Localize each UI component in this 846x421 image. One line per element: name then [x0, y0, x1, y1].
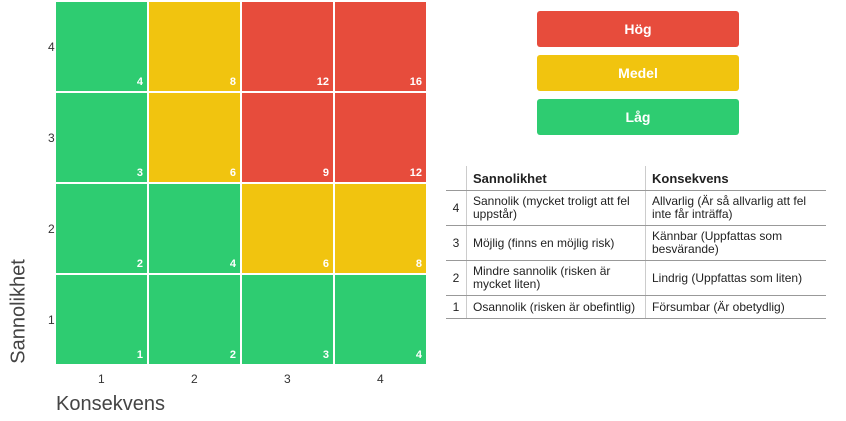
y-tick-label: 1 — [48, 313, 55, 327]
table-header-konsekvens: Konsekvens — [645, 166, 826, 191]
legend-item-high: Hög — [537, 11, 739, 47]
matrix-cell: 12 — [335, 93, 426, 182]
matrix-cell: 3 — [242, 275, 333, 364]
x-tick-label: 1 — [98, 372, 105, 386]
cell-score: 3 — [322, 349, 329, 361]
matrix-cell: 6 — [242, 184, 333, 273]
table-cell-sannolikhet: Osannolik (risken är obefintlig) — [466, 295, 646, 319]
matrix-cell: 2 — [149, 275, 240, 364]
table-row: 4 Sannolik (mycket troligt att fel uppst… — [446, 190, 826, 226]
cell-score: 16 — [409, 76, 422, 88]
matrix-cell: 6 — [149, 93, 240, 182]
table-cell-sannolikhet: Sannolik (mycket troligt att fel uppstår… — [466, 190, 646, 226]
table-cell-num: 4 — [446, 190, 467, 226]
matrix-cell: 12 — [242, 2, 333, 91]
cell-score: 12 — [409, 167, 422, 179]
matrix-cell: 8 — [335, 184, 426, 273]
y-tick-label: 2 — [48, 222, 55, 236]
table-cell-konsekvens: Försumbar (Är obetydlig) — [645, 295, 826, 319]
cell-score: 8 — [415, 258, 422, 270]
table-header-sannolikhet: Sannolikhet — [466, 166, 646, 191]
table-cell-konsekvens: Kännbar (Uppfattas som besvärande) — [645, 225, 826, 261]
table-cell-sannolikhet: Möjlig (finns en möjlig risk) — [466, 225, 646, 261]
cell-score: 6 — [322, 258, 329, 270]
cell-score: 4 — [415, 349, 422, 361]
table-row: 2 Mindre sannolik (risken är mycket lite… — [446, 260, 826, 296]
x-tick-label: 3 — [284, 372, 291, 386]
cell-score: 2 — [136, 258, 143, 270]
matrix-cell: 8 — [149, 2, 240, 91]
y-tick-label: 3 — [48, 131, 55, 145]
matrix-cell: 1 — [56, 275, 147, 364]
matrix-cell: 2 — [56, 184, 147, 273]
matrix-cell: 4 — [335, 275, 426, 364]
matrix-cell: 4 — [149, 184, 240, 273]
table-row: 1 Osannolik (risken är obefintlig) Försu… — [446, 295, 826, 319]
cell-score: 9 — [322, 167, 329, 179]
cell-score: 3 — [136, 167, 143, 179]
cell-score: 12 — [316, 76, 329, 88]
y-axis-label: Sannolikhet — [7, 259, 30, 364]
x-tick-label: 2 — [191, 372, 198, 386]
table-header-num — [446, 166, 467, 191]
matrix-cell: 16 — [335, 2, 426, 91]
x-axis-label: Konsekvens — [56, 393, 165, 415]
matrix-cell: 9 — [242, 93, 333, 182]
legend-item-medium: Medel — [537, 55, 739, 91]
table-cell-num: 1 — [446, 295, 467, 319]
description-table: Sannolikhet Konsekvens 4 Sannolik (mycke… — [446, 166, 826, 319]
table-cell-num: 2 — [446, 260, 467, 296]
table-cell-sannolikhet: Mindre sannolik (risken är mycket liten) — [466, 260, 646, 296]
table-header-row: Sannolikhet Konsekvens — [446, 166, 826, 191]
table-cell-num: 3 — [446, 225, 467, 261]
legend-item-low: Låg — [537, 99, 739, 135]
table-row: 3 Möjlig (finns en möjlig risk) Kännbar … — [446, 225, 826, 261]
cell-score: 4 — [136, 76, 143, 88]
x-tick-label: 4 — [377, 372, 384, 386]
cell-score: 1 — [136, 349, 143, 361]
matrix-cell: 4 — [56, 2, 147, 91]
cell-score: 8 — [229, 76, 236, 88]
matrix-cell: 3 — [56, 93, 147, 182]
cell-score: 2 — [229, 349, 236, 361]
table-cell-konsekvens: Lindrig (Uppfattas som liten) — [645, 260, 826, 296]
cell-score: 6 — [229, 167, 236, 179]
table-cell-konsekvens: Allvarlig (Är så allvarlig att fel inte … — [645, 190, 826, 226]
y-tick-label: 4 — [48, 40, 55, 54]
cell-score: 4 — [229, 258, 236, 270]
